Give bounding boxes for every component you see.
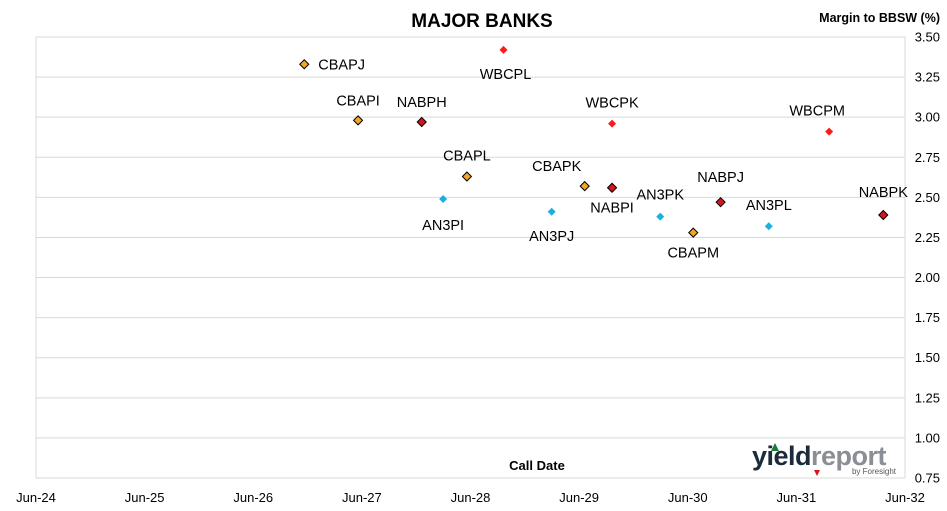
- data-label-an3pj: AN3PJ: [529, 229, 574, 245]
- logo-byline: by Foresight: [852, 467, 897, 476]
- y-tick-label: 3.50: [915, 30, 940, 45]
- data-point-cbapj: [299, 59, 310, 70]
- data-label-nabpj: NABPJ: [697, 170, 744, 186]
- x-tick-labels: Jun-24 Jun-25 Jun-26 Jun-27 Jun-28 Jun-29 Jun-…: [16, 490, 925, 505]
- x-tick-label: Jun-24: [16, 490, 56, 505]
- x-tick-label: Jun-30: [668, 490, 708, 505]
- chart-title: MAJOR BANKS: [411, 11, 552, 32]
- data-point-nabpi: [606, 182, 618, 193]
- y-tick-label: 2.50: [915, 190, 940, 205]
- data-point-an3pl: [764, 222, 773, 231]
- data-label-nabpk: NABPK: [859, 185, 908, 201]
- y-tick-labels: 3.50 3.25 3.00 2.75 2.50 2.25 2.00 1.75 1.50 1.25…: [915, 30, 940, 486]
- data-points: [299, 45, 889, 238]
- data-point-nabpk: [878, 209, 889, 221]
- x-tick-label: Jun-27: [342, 490, 382, 505]
- data-label-cbapj: CBAPJ: [318, 57, 365, 73]
- y-tick-label: 1.50: [915, 350, 940, 365]
- logo-text-report: report: [811, 441, 887, 471]
- data-label-wbcpm: WBCPM: [789, 104, 845, 120]
- data-point-wbcpl: [499, 45, 508, 54]
- data-label-wbcpk: WBCPK: [585, 96, 639, 112]
- x-tick-label: Jun-32: [885, 490, 925, 505]
- x-tick-label: Jun-26: [233, 490, 273, 505]
- data-point-cbapl: [461, 171, 473, 182]
- data-labels: CBAPJ CBAPI CBAPL CBAPK CBAPM NABPH NABPI NABPJ…: [318, 57, 908, 261]
- data-point-nabpj: [715, 196, 726, 208]
- data-label-an3pi: AN3PI: [422, 218, 464, 234]
- data-label-nabph: NABPH: [397, 95, 447, 111]
- data-label-nabpi: NABPI: [590, 201, 634, 217]
- y-tick-label: 1.25: [915, 390, 940, 405]
- logo-arrow-icon: [771, 443, 779, 451]
- data-point-cbapm: [688, 227, 699, 238]
- data-point-wbcpm: [825, 127, 834, 136]
- x-axis-label: Call Date: [509, 458, 565, 473]
- y-tick-label: 2.00: [915, 270, 940, 285]
- data-label-cbapm: CBAPM: [667, 246, 719, 262]
- data-label-wbcpl: WBCPL: [480, 67, 532, 83]
- data-label-an3pk: AN3PK: [636, 188, 684, 204]
- logo-text-yield: yield: [752, 441, 811, 471]
- x-tick-label: Jun-25: [125, 490, 165, 505]
- data-point-an3pk: [656, 212, 665, 221]
- svg-text:yieldreport: yieldreport: [752, 441, 887, 471]
- data-point-an3pi: [439, 194, 448, 203]
- data-point-nabph: [416, 116, 427, 128]
- y-tick-label: 1.00: [915, 430, 940, 445]
- y-tick-label: 0.75: [915, 471, 940, 486]
- y-tick-label: 3.00: [915, 110, 940, 125]
- data-point-cbapk: [579, 180, 590, 192]
- data-label-cbapi: CBAPI: [336, 93, 380, 109]
- data-label-cbapl: CBAPL: [443, 149, 491, 165]
- data-label-an3pl: AN3PL: [746, 198, 792, 214]
- y-tick-label: 2.75: [915, 150, 940, 165]
- yieldreport-logo: yieldreport by Foresight: [752, 441, 897, 476]
- gridlines: [35, 36, 906, 479]
- x-tick-label: Jun-29: [559, 490, 599, 505]
- x-tick-label: Jun-31: [777, 490, 817, 505]
- x-tick-label: Jun-28: [451, 490, 491, 505]
- data-point-cbapi: [352, 115, 364, 126]
- logo-down-arrow-icon: [814, 470, 820, 476]
- data-point-wbcpk: [608, 119, 617, 128]
- data-point-an3pj: [547, 207, 556, 216]
- y-tick-label: 3.25: [915, 70, 940, 85]
- data-label-cbapk: CBAPK: [532, 159, 581, 175]
- y-axis-label: Margin to BBSW (%): [819, 11, 940, 25]
- y-tick-label: 2.25: [915, 230, 940, 245]
- y-tick-label: 1.75: [915, 310, 940, 325]
